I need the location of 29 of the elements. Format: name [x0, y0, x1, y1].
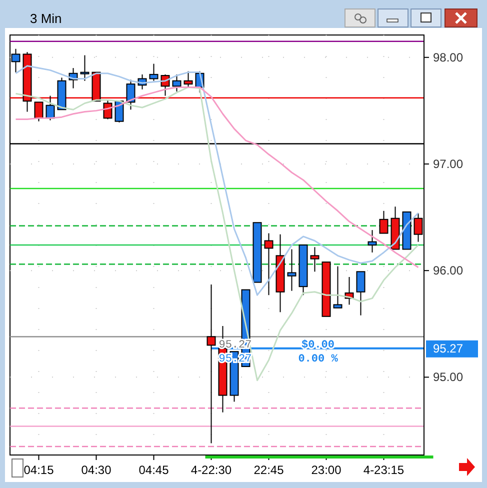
x-tick-label: 4-22:30	[190, 463, 232, 477]
x-tick-label: 04:15	[24, 463, 54, 477]
y-tick-label: 96.00	[433, 264, 464, 278]
x-tick-label: 04:30	[81, 463, 112, 477]
x-tick-label: 22:45	[254, 463, 284, 477]
candlestick	[310, 246, 320, 272]
chart-title: 3 Min	[30, 11, 62, 26]
candlestick	[368, 230, 377, 253]
annotation: 0.00 %	[298, 353, 338, 366]
candlestick	[333, 266, 342, 308]
line-series	[15, 65, 419, 296]
y-tick-label: 98.00	[433, 50, 464, 64]
candlestick	[103, 100, 112, 120]
x-tick-label: 4-23:15	[363, 463, 404, 477]
candlestick	[172, 74, 182, 92]
candlestick	[356, 271, 366, 316]
candlestick	[80, 54, 90, 82]
ref-line-label: 95.27	[433, 341, 464, 356]
candlestick	[287, 248, 296, 292]
x-tick-label: 23:00	[311, 463, 342, 477]
y-tick-label: 95.00	[433, 370, 464, 384]
candlestick	[149, 63, 158, 82]
x-tick-label: 04:45	[138, 463, 170, 477]
y-tick-label: 97.00	[433, 156, 464, 171]
candlestick	[264, 232, 274, 296]
candlestick	[184, 70, 193, 88]
candlestick	[379, 210, 388, 234]
candlestick	[34, 102, 44, 122]
annotation: 95.27	[218, 353, 252, 366]
